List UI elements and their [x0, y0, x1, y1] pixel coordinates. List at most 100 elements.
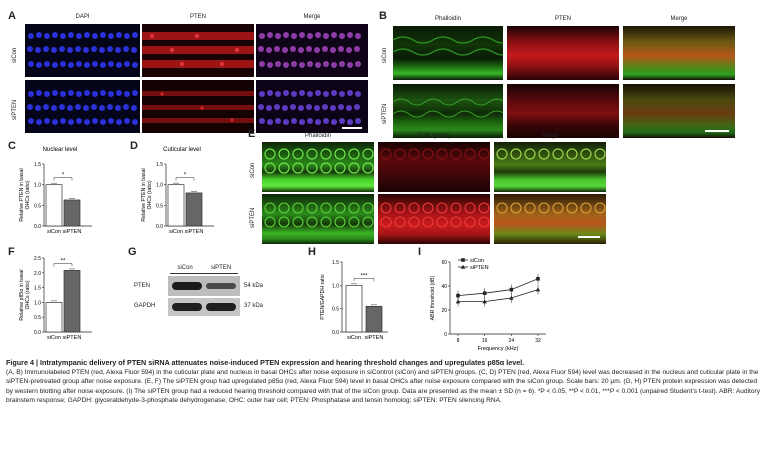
chart-C-title: Nuclear level [43, 147, 78, 153]
panel-G-lane-sicon: siCon [177, 265, 193, 271]
panel-E-phalloidin-sicon [262, 142, 374, 192]
chart-C-bar-sipten [63, 199, 81, 227]
chart-D-bar-sicon [167, 184, 185, 227]
panel-G-size-gapdh: 37 kDa [244, 303, 264, 309]
blot-band-pten-sipten [206, 283, 236, 289]
panel-B-pten-sipten [507, 84, 619, 138]
panel-G-label: G [128, 246, 137, 258]
chart-I-point-sipten [482, 299, 487, 304]
blot-pten [168, 276, 240, 296]
chart-F-xtick-label: siCon [47, 335, 61, 341]
panel-A-col-merge: Merge [303, 14, 321, 20]
panel-A-label: A [8, 10, 16, 22]
chart-I-point-sipten [455, 299, 461, 304]
chart-I-xlabel: Frequency (kHz) [478, 346, 519, 352]
chart-H-ytick-label: 1.5 [332, 260, 339, 266]
blot-gapdh [168, 298, 240, 316]
chart-D-sig-bracket [175, 177, 195, 181]
chart-I-point-sicon [456, 293, 460, 298]
chart-C-ytick-label: 1.0 [34, 183, 41, 189]
panel-A-pten-sicon [142, 24, 254, 77]
panel-E-col-merge: Merge [541, 133, 559, 139]
chart-D: Cuticular level Relative PTEN in basalOHC… [141, 147, 214, 235]
panel-D-label: D [130, 140, 138, 152]
panel-G-band-pten-label: PTEN [134, 283, 151, 289]
chart-H-xtick-label: siPTEN [365, 335, 384, 341]
chart-F-sig-bracket [53, 263, 73, 267]
chart-I-ytick-label: 60 [441, 260, 447, 266]
chart-C-sig-bracket [53, 177, 73, 181]
chart-I-legend-marker-sipten [460, 264, 466, 269]
panel-B-row-sicon: siCon [382, 47, 388, 63]
panel-B-phalloidin-sicon [393, 26, 503, 80]
chart-F-ytick-label: 0.0 [34, 330, 41, 336]
chart-C-xtick-label: siCon [47, 229, 61, 235]
chart-I-point-sipten [535, 287, 541, 292]
chart-I-line-sipten [458, 289, 539, 302]
blot-band-gapdh-sipten [206, 303, 236, 311]
panel-E-col-p85: PI3K (p85α) [417, 133, 451, 139]
chart-H-bar-sicon [345, 284, 363, 333]
chart-D-xtick-label: siPTEN [185, 229, 204, 235]
panel-A-merge-sicon [256, 24, 368, 77]
chart-F-bar-sicon [45, 302, 63, 333]
panel-E-label: E [248, 128, 256, 140]
blot-band-pten-sicon [172, 282, 202, 290]
chart-F: Relative p85α in basalOHCs (ratio) 0.0 0.5… [19, 256, 92, 341]
panel-A-dapi-sicon [25, 24, 140, 77]
panel-C-label: C [8, 140, 16, 152]
panel-E-p85-sicon [378, 142, 490, 192]
figure-caption: Figure 4 | Intratympanic delivery of PTE… [6, 358, 762, 405]
chart-I-xtick-label: 8 [457, 338, 460, 344]
panel-B-label: B [379, 10, 387, 22]
panel-A-pten-sipten [142, 80, 254, 133]
chart-C-sig-label: * [62, 173, 65, 179]
chart-I-ylabel: ABR threshold (dB) [430, 275, 436, 320]
chart-F-ylabel: Relative p85α in basalOHCs (ratio) [19, 269, 31, 320]
chart-C-ytick-label: 0.5 [34, 203, 41, 209]
chart-D-ylabel: Relative PTEN in basalOHCs (ratio) [141, 168, 153, 221]
chart-I-xtick-label: 16 [482, 338, 488, 344]
panel-A-col-pten: PTEN [189, 14, 206, 20]
chart-C-ytick-label: 0.0 [34, 224, 41, 230]
chart-H-sig-label: *** [360, 273, 368, 279]
chart-D-ytick-label: 1.5 [156, 162, 163, 168]
caption-body: (A, B) Immunolabeled PTEN (red, Alexa Fl… [6, 369, 761, 404]
panel-A-row-sicon: siCon [12, 47, 18, 63]
panel-G-band-gapdh-label: GAPDH [134, 303, 156, 309]
chart-I-ytick-label: 20 [441, 308, 447, 314]
chart-C-ytick-label: 1.5 [34, 162, 41, 168]
panel-E-p85-sipten [378, 194, 490, 244]
chart-C-bar-sicon [45, 184, 63, 227]
panel-A-row-sipten: siPTEN [12, 99, 18, 120]
panel-E-phalloidin-sipten [262, 194, 374, 244]
panel-B-col-phalloidin: Phalloidin [434, 16, 462, 22]
chart-H-ytick-label: 1.0 [332, 283, 339, 289]
panel-B-pten-sicon [507, 26, 619, 80]
chart-I-xtick-label: 24 [509, 338, 515, 344]
panel-E-merge-sicon [494, 142, 606, 192]
panel-E-scale-bar [578, 236, 600, 238]
chart-I-ytick-label: 0 [444, 332, 447, 338]
chart-D-ytick-label: 0.0 [156, 224, 163, 230]
panel-G-size-pten: 54 kDa [244, 283, 264, 289]
panel-A-dapi-sipten [25, 80, 140, 133]
panel-B-phalloidin-sipten [393, 84, 503, 138]
chart-D-ytick-label: 1.0 [156, 183, 163, 189]
chart-H: PTEN/GAPDH ratio 0.0 0.5 1.0 1.5 siCon siPTEN *… [320, 260, 388, 341]
chart-I-point-sicon [536, 277, 540, 281]
chart-H-sig-bracket [353, 278, 375, 282]
chart-I-point-sipten [509, 295, 514, 300]
panel-F-label: F [8, 246, 15, 258]
chart-I-xtick-label: 32 [535, 338, 541, 344]
chart-D-xtick-label: siCon [169, 229, 183, 235]
caption-head: Figure 4 | Intratympanic delivery of PTE… [6, 358, 525, 367]
chart-D-sig-label: * [184, 173, 187, 179]
panel-E-row-sicon: siCon [250, 162, 256, 178]
chart-I-line-sicon [457, 278, 539, 296]
chart-I-legend-marker-sicon [461, 258, 465, 262]
panel-B-row-sipten: siPTEN [382, 103, 388, 124]
chart-C-xtick-label: siPTEN [63, 229, 82, 235]
chart-F-ytick-label: 1.0 [34, 300, 41, 306]
chart-H-xtick-label: siCon [347, 335, 361, 341]
